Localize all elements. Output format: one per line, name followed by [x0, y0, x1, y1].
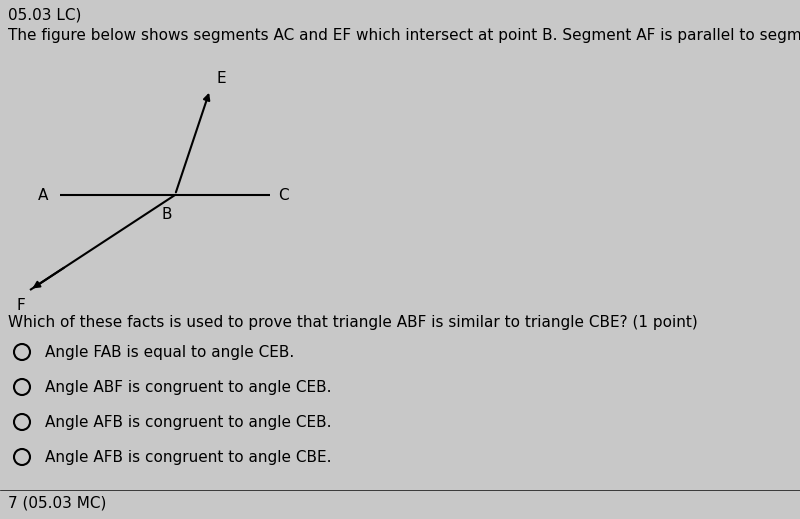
Text: F: F: [16, 298, 25, 313]
Text: Which of these facts is used to prove that triangle ABF is similar to triangle C: Which of these facts is used to prove th…: [8, 315, 698, 330]
Text: Angle AFB is congruent to angle CBE.: Angle AFB is congruent to angle CBE.: [45, 450, 331, 465]
Text: The figure below shows segments AC and EF which intersect at point B. Segment AF: The figure below shows segments AC and E…: [8, 28, 800, 43]
Text: C: C: [278, 187, 289, 202]
Text: Angle ABF is congruent to angle CEB.: Angle ABF is congruent to angle CEB.: [45, 380, 331, 395]
Text: Angle FAB is equal to angle CEB.: Angle FAB is equal to angle CEB.: [45, 345, 294, 360]
Text: B: B: [162, 207, 172, 222]
Text: 7 (05.03 MC): 7 (05.03 MC): [8, 495, 106, 510]
Text: Angle AFB is congruent to angle CEB.: Angle AFB is congruent to angle CEB.: [45, 415, 331, 430]
Text: E: E: [216, 71, 226, 86]
Text: 05.03 LC): 05.03 LC): [8, 8, 82, 23]
Text: A: A: [38, 187, 48, 202]
